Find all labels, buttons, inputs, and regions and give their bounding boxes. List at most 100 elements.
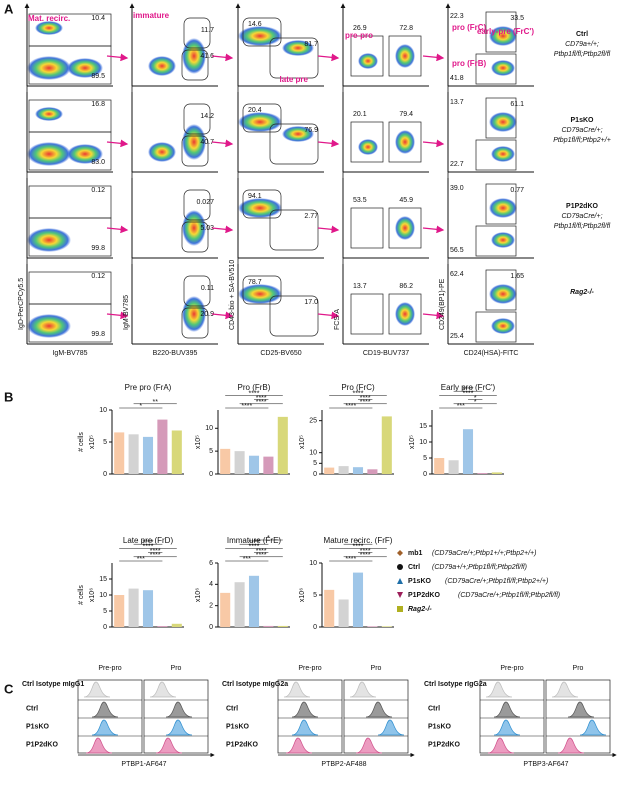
density-blob bbox=[491, 146, 515, 162]
gate bbox=[181, 49, 209, 81]
arrow bbox=[422, 225, 445, 234]
gate-value: 72.8 bbox=[399, 25, 413, 32]
density-blob bbox=[491, 232, 515, 248]
bar bbox=[491, 472, 502, 474]
y-tick-label: 0 bbox=[313, 624, 317, 631]
bar bbox=[367, 469, 378, 474]
y-tick-label: 15 bbox=[419, 423, 427, 430]
bar bbox=[277, 625, 288, 627]
gate bbox=[475, 139, 517, 171]
density-blob bbox=[182, 38, 206, 74]
legend-name: mb1 bbox=[408, 550, 423, 557]
gate-name: Mat. recirc. bbox=[28, 14, 70, 23]
sig-stars: **** bbox=[353, 544, 364, 551]
sig-stars: **** bbox=[249, 539, 260, 546]
density-blob bbox=[27, 228, 71, 252]
gate-value: 26.9 bbox=[353, 25, 367, 32]
gate-value: 83.0 bbox=[91, 159, 105, 166]
gate-value: 14.6 bbox=[248, 21, 262, 28]
arrow bbox=[317, 225, 340, 234]
y-tick-label: 5 bbox=[313, 460, 317, 467]
y-tick-label: 6 bbox=[209, 560, 213, 567]
y-unit: x10⁵ bbox=[89, 435, 96, 449]
density-blob bbox=[182, 124, 206, 160]
bar bbox=[434, 458, 445, 474]
gate-name: immature bbox=[133, 11, 170, 20]
sig-stars: **** bbox=[150, 548, 161, 555]
gate bbox=[388, 35, 422, 77]
bar bbox=[324, 467, 335, 474]
gate-value: 14.2 bbox=[200, 113, 214, 120]
gate-value: 78.7 bbox=[248, 279, 262, 286]
bar bbox=[462, 429, 474, 474]
bar bbox=[171, 430, 182, 474]
sig-stars: **** bbox=[463, 386, 474, 393]
density-blob bbox=[238, 112, 282, 132]
legend-marker bbox=[397, 606, 403, 612]
chart-title: Mature recirc. (FrF) bbox=[324, 536, 393, 545]
y-label: # cells bbox=[78, 585, 85, 605]
chart-title: Immature (FrE) bbox=[227, 536, 282, 545]
legend-genotype: (CD79aCre/+;Ptbp1+/+;Ptbp2+/+) bbox=[432, 550, 536, 557]
gate-value: 33.5 bbox=[510, 15, 524, 22]
row-label: P1sKO bbox=[226, 723, 250, 730]
histogram bbox=[551, 681, 579, 698]
y-tick-label: 0 bbox=[313, 471, 317, 478]
density-blob bbox=[491, 60, 515, 76]
gate-value: 16.8 bbox=[91, 101, 105, 108]
y-tick-label: 0 bbox=[423, 471, 427, 478]
y-tick-label: 2 bbox=[209, 603, 213, 610]
legend-marker bbox=[397, 578, 403, 584]
x-axis-label: CD19-BUV737 bbox=[363, 350, 409, 357]
gate bbox=[350, 293, 384, 335]
bar bbox=[338, 466, 349, 474]
gate bbox=[242, 189, 282, 219]
sig-stars: **** bbox=[143, 539, 154, 546]
row-label: Ctrl bbox=[428, 705, 440, 712]
gate bbox=[350, 121, 384, 163]
genotype: Ptbp1fl/fl;Ptbp2fl/fl bbox=[554, 51, 611, 58]
gate bbox=[181, 307, 209, 339]
density-blob bbox=[67, 58, 103, 78]
histogram bbox=[349, 681, 377, 698]
histogram bbox=[485, 681, 513, 698]
gate-value: 41.8 bbox=[450, 75, 464, 82]
gate-value: 79.4 bbox=[399, 111, 413, 118]
gate bbox=[242, 103, 282, 133]
arrow bbox=[317, 53, 340, 62]
panel-letter: C bbox=[4, 681, 14, 696]
sig-stars: **** bbox=[249, 391, 260, 398]
gate-value: 81.7 bbox=[304, 41, 318, 48]
y-axis-label: FCS-A bbox=[334, 309, 341, 330]
bar bbox=[277, 416, 288, 474]
column-label: Pre-pro bbox=[500, 665, 523, 672]
gate-value: 53.5 bbox=[353, 197, 367, 204]
y-tick-label: 0 bbox=[103, 624, 107, 631]
genotype: CD79aCre/+; bbox=[561, 127, 602, 134]
gate bbox=[388, 293, 422, 335]
gate-value: 0.12 bbox=[91, 273, 105, 280]
bar bbox=[234, 582, 245, 627]
genotype: CD79a+/+; bbox=[565, 41, 599, 48]
histogram bbox=[557, 737, 585, 754]
column-label: Pro bbox=[171, 665, 182, 672]
density-blob bbox=[489, 26, 517, 46]
arrow bbox=[317, 311, 340, 320]
histogram bbox=[377, 719, 405, 736]
y-unit: x10⁶ bbox=[89, 588, 96, 602]
column-label: Pre-pro bbox=[98, 665, 121, 672]
legend-genotype: (CD79aCre/+;Ptbp1fl/fl;Ptbp2fl/fl) bbox=[458, 592, 560, 599]
gate-value: 20.9 bbox=[200, 311, 214, 318]
gate-value: 40.7 bbox=[200, 139, 214, 146]
bar bbox=[248, 455, 260, 474]
gate bbox=[475, 53, 517, 85]
arrow bbox=[106, 139, 129, 148]
row-label: P1sKO bbox=[26, 723, 50, 730]
gate-value: 22.3 bbox=[450, 13, 464, 20]
legend-marker bbox=[397, 550, 403, 556]
gate-name: pro (FrC) bbox=[452, 23, 487, 32]
bar bbox=[142, 590, 154, 627]
genotype: CD79aCre/+; bbox=[561, 213, 602, 220]
sig-stars: ** bbox=[152, 399, 158, 406]
